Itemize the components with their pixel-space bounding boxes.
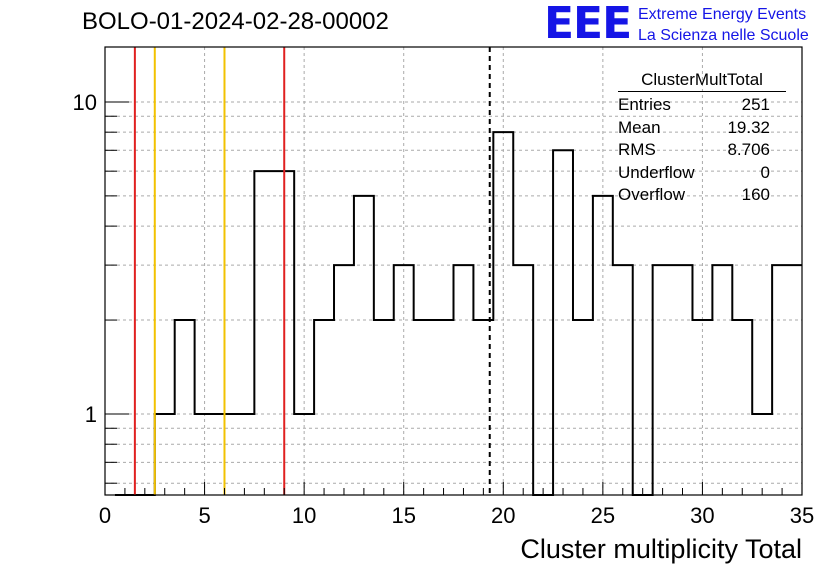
- x-tick-label: 20: [491, 503, 515, 528]
- axes: 0 5 10 15 20 25 30 35 1 10: [73, 46, 814, 528]
- histogram-bin: [374, 320, 394, 495]
- x-tick-label: 35: [790, 503, 814, 528]
- histogram-bin: [732, 320, 752, 495]
- stats-value: 251: [741, 95, 770, 114]
- stats-row: RMS 8.706: [610, 139, 796, 162]
- histogram-bin: [414, 320, 434, 495]
- x-tick-label: 15: [391, 503, 415, 528]
- histogram-bin: [673, 265, 693, 495]
- histogram-bin: [175, 320, 195, 495]
- histogram-bin: [254, 171, 274, 495]
- eee-logo-mark: EEE: [544, 0, 632, 49]
- stats-row: Overflow 160: [610, 184, 796, 207]
- histogram-bin: [792, 265, 802, 495]
- eee-logo-text: Extreme Energy Events La Scienza nelle S…: [638, 4, 809, 46]
- logo-line-2: La Scienza nelle Scuole: [638, 27, 809, 44]
- stats-row: Underflow 0: [610, 162, 796, 185]
- histogram-outline: [114, 131, 802, 496]
- logo-line-1: Extreme Energy Events: [638, 6, 807, 23]
- stats-value: 19.32: [727, 117, 770, 137]
- stats-label: Entries: [618, 95, 671, 114]
- plot-title: BOLO-01-2024-02-28-00002: [82, 8, 389, 35]
- stats-title: ClusterMultTotal: [618, 70, 786, 92]
- histogram-bin: [434, 320, 454, 495]
- stats-label: Underflow: [618, 162, 695, 182]
- x-axis-label: Cluster multiplicity Total: [520, 534, 802, 564]
- stats-label: Mean: [618, 117, 661, 137]
- histogram-bin: [334, 265, 354, 495]
- histogram-bin: [712, 265, 732, 495]
- stats-value: 160: [741, 185, 770, 205]
- marker-lines: [133, 47, 491, 495]
- x-tick-label: 25: [591, 503, 615, 528]
- stats-box: ClusterMultTotal Entries 251 Mean 19.32 …: [610, 70, 796, 207]
- histogram-bin: [573, 320, 593, 495]
- histogram-bin: [354, 196, 374, 495]
- plot-frame: [104, 46, 803, 496]
- x-tick-label: 0: [99, 503, 111, 528]
- histogram-bin: [553, 150, 573, 495]
- y-tick-label: 1: [85, 402, 97, 427]
- histogram-bars: [114, 131, 802, 496]
- stats-value: 8.706: [727, 140, 770, 160]
- x-tick-label: 5: [198, 503, 210, 528]
- stats-label: Overflow: [618, 185, 686, 205]
- histogram-bin: [314, 320, 334, 495]
- stats-row: Entries 251: [610, 94, 796, 117]
- stats-row: Mean 19.32: [610, 117, 796, 140]
- histogram-bin: [513, 265, 533, 495]
- histogram-bin: [653, 265, 673, 495]
- eee-logo: EEE Extreme Energy Events La Scienza nel…: [544, 0, 809, 49]
- stats-label: RMS: [618, 140, 656, 160]
- histogram-bin: [772, 265, 792, 495]
- y-tick-label: 10: [73, 90, 97, 115]
- histogram-bin: [613, 265, 633, 495]
- x-tick-label: 10: [292, 503, 316, 528]
- histogram-bin: [454, 265, 474, 495]
- x-tick-label: 30: [690, 503, 714, 528]
- stats-value: 0: [760, 162, 770, 182]
